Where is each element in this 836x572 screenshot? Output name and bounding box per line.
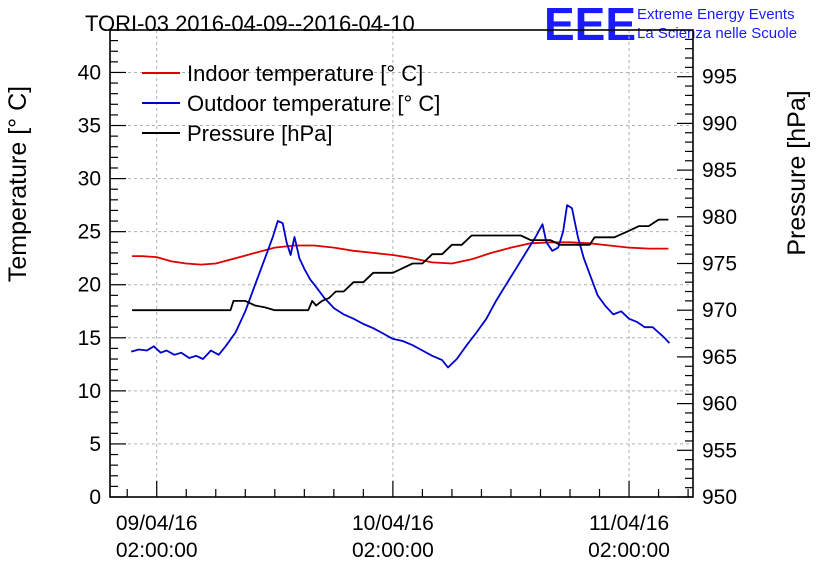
legend-label: Outdoor temperature [° C]: [187, 91, 440, 116]
y2-tick-label: 950: [702, 486, 737, 509]
y-tick-label: 40: [78, 61, 101, 84]
y-tick-label: 25: [78, 221, 101, 244]
logo-mark: EEE: [544, 0, 636, 50]
x-tick-label-date: 10/04/16: [352, 512, 434, 535]
y2-tick-label: 965: [702, 346, 737, 369]
logo-line1: Extreme Energy Events: [637, 6, 795, 23]
series-lines: [130, 204, 671, 369]
y2-axis-title: Pressure [hPa]: [783, 90, 811, 255]
series-line-2: [130, 204, 671, 369]
x-tick-label-date: 11/04/16: [589, 512, 669, 535]
y2-tick-label: 955: [702, 439, 737, 462]
x-tick-label-time: 02:00:00: [588, 539, 670, 562]
y2-tick-label: 960: [702, 393, 737, 416]
x-tick-label-date: 09/04/16: [116, 512, 198, 535]
y-tick-label: 0: [89, 486, 101, 509]
y2-tick-label: 980: [702, 206, 737, 229]
legend-label: Indoor temperature [° C]: [187, 61, 423, 86]
legend: Indoor temperature [° C] Outdoor temperat…: [142, 61, 440, 146]
legend-label: Pressure [hPa]: [187, 121, 333, 146]
y-tick-label: 15: [78, 327, 101, 350]
x-tick-label-time: 02:00:00: [116, 539, 198, 562]
series-line-1: [132, 241, 669, 266]
y2-tick-label: 970: [702, 299, 737, 322]
y-tick-label: 30: [78, 168, 101, 191]
axes: 0 5 10 15 20 25 30 35 40 950 955 960 965 970 975 980 985…: [78, 29, 737, 562]
y-tick-label: 5: [89, 433, 101, 456]
y2-tick-label: 995: [702, 66, 737, 89]
series-line-3: [132, 218, 669, 312]
y-tick-label: 10: [78, 380, 101, 403]
y2-tick-label: 975: [702, 253, 737, 276]
chart-title: TORI-03 2016-04-09--2016-04-10: [85, 11, 415, 36]
y2-tick-label: 990: [702, 112, 737, 135]
y-tick-label: 35: [78, 115, 101, 138]
grid: [110, 30, 693, 497]
y2-tick-label: 985: [702, 159, 737, 182]
y-tick-label: 20: [78, 274, 101, 297]
logo-line2: La Scienza nelle Scuole: [637, 25, 797, 42]
x-tick-label-time: 02:00:00: [352, 539, 434, 562]
eee-logo: EEE Extreme Energy Events La Scienza nel…: [544, 0, 797, 50]
y-axis-title: Temperature [° C]: [4, 86, 32, 282]
